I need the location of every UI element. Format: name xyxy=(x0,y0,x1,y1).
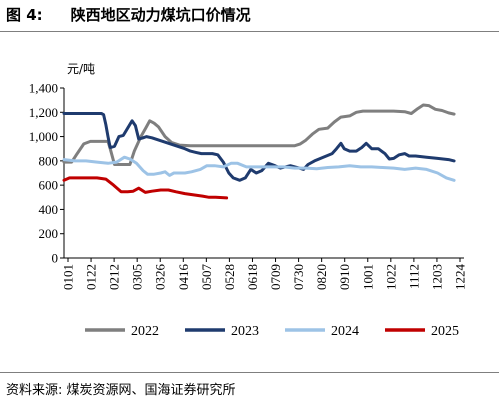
x-tick-label: 0326 xyxy=(153,264,168,291)
y-tick-label: 200 xyxy=(39,226,59,241)
x-tick-label: 0507 xyxy=(199,264,214,291)
figure-title-text: 陕西地区动力煤坑口价情况 xyxy=(70,6,251,24)
x-tick-label: 0212 xyxy=(107,264,122,290)
y-axis-unit-label: 元/吨 xyxy=(67,62,95,76)
x-tick-label: 1203 xyxy=(429,264,444,290)
x-tick-label: 1001 xyxy=(360,264,375,290)
x-tick-label: 0101 xyxy=(61,264,76,290)
x-tick-label: 1022 xyxy=(383,264,398,290)
y-tick-label: 800 xyxy=(39,153,59,168)
title-divider xyxy=(0,31,499,32)
x-tick-label: 0618 xyxy=(245,264,260,290)
x-tick-label: 0122 xyxy=(84,264,99,290)
y-tick-label: 400 xyxy=(39,202,59,217)
y-tick-label: 600 xyxy=(39,178,59,193)
y-tick-label: 1,200 xyxy=(29,105,58,120)
x-tick-label: 0416 xyxy=(176,264,191,291)
chart-legend: 2022 2023 2024 2025 xyxy=(85,324,459,339)
x-tick-label: 0820 xyxy=(314,264,329,290)
series-line-2025 xyxy=(62,176,229,200)
x-tick-label: 0528 xyxy=(222,264,237,290)
x-tick-label: 1224 xyxy=(453,264,468,291)
series-line-2023 xyxy=(62,112,456,182)
x-tick-label: 0730 xyxy=(291,264,306,290)
x-tick-label: 0709 xyxy=(268,264,283,290)
y-tick-label: 1,000 xyxy=(29,129,58,144)
x-tick-label: 0305 xyxy=(130,264,145,290)
x-tick-label: 0910 xyxy=(337,264,352,290)
chart-axes: 元/吨 0 200 400 600 800 1,000 1,200 1,400 0101 0122 0… xyxy=(29,62,468,290)
legend-label-2022: 2022 xyxy=(131,324,159,339)
figure-title: 图 4: 陕西地区动力煤坑口价情况 xyxy=(6,4,251,25)
legend-label-2025: 2025 xyxy=(431,324,459,339)
legend-label-2023: 2023 xyxy=(231,324,259,339)
source-divider xyxy=(0,372,499,373)
series-layer xyxy=(62,103,456,200)
x-tick-label: 1112 xyxy=(406,264,421,289)
series-line-2024 xyxy=(62,155,456,182)
y-tick-label: 1,400 xyxy=(29,81,58,96)
series-line-2022 xyxy=(62,103,456,166)
y-tick-label: 0 xyxy=(52,251,59,266)
source-note: 资料来源: 煤炭资源网、国海证券研究所 xyxy=(6,383,236,398)
figure-label: 图 4: xyxy=(6,6,43,24)
legend-label-2024: 2024 xyxy=(331,324,359,339)
